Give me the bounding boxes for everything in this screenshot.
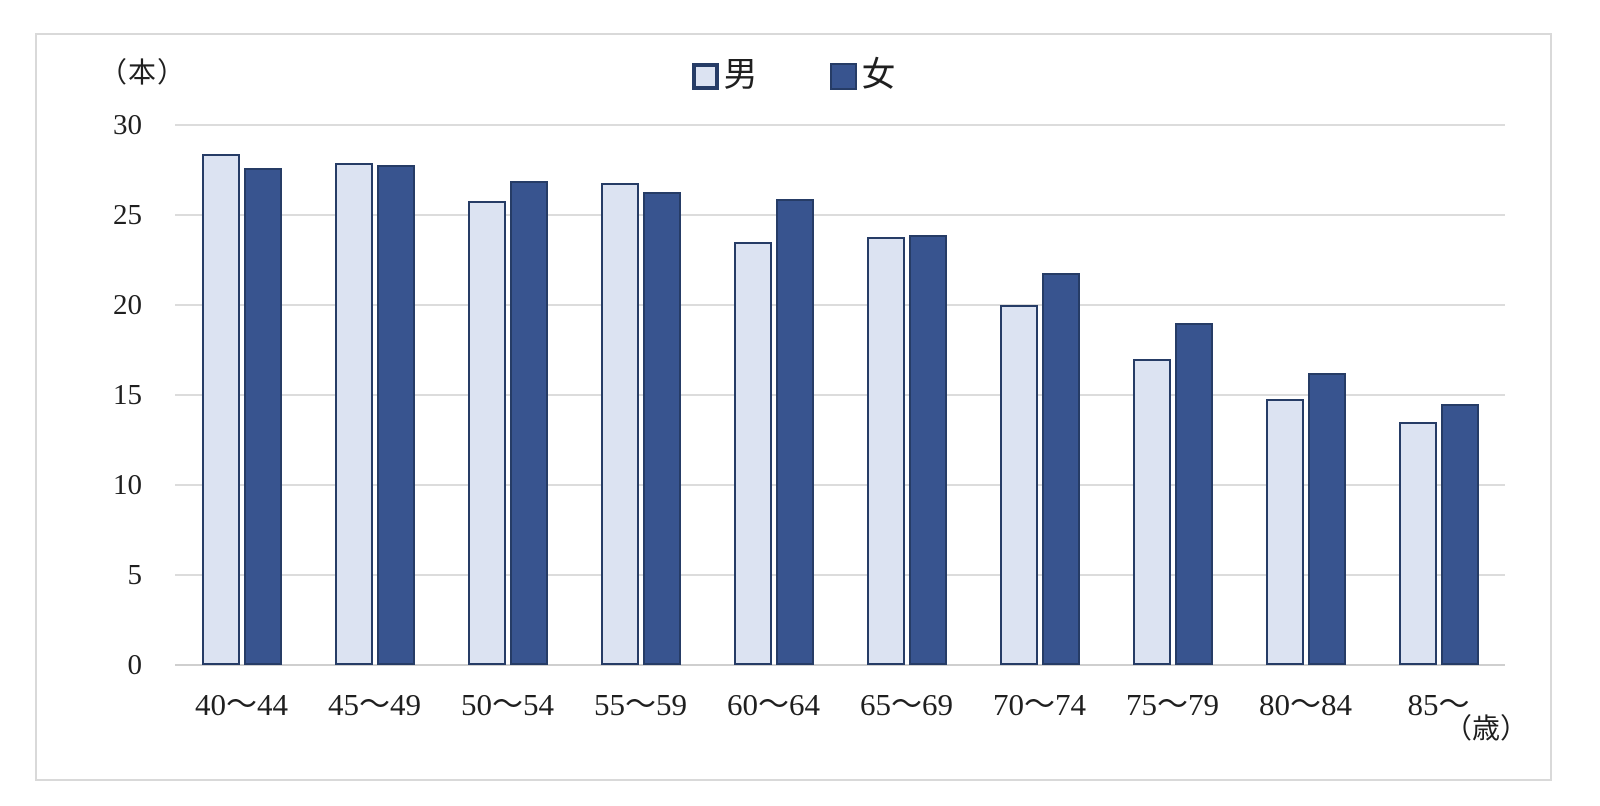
gridline-0 (175, 664, 1505, 666)
bar-male-5 (733, 242, 772, 665)
y-axis-unit-label: （本） (99, 58, 187, 89)
bar-female-10 (1440, 404, 1479, 665)
bar-male-7 (999, 305, 1038, 665)
x-tick-8: 75～79 (1126, 687, 1219, 722)
x-tick-10: 85～ (1407, 687, 1470, 722)
bar-female-4 (642, 191, 681, 665)
legend-swatch-female-icon (829, 62, 857, 90)
bar-female-7 (1041, 272, 1080, 665)
x-tick-3: 50～54 (461, 687, 554, 722)
bar-female-2 (376, 164, 415, 665)
gridline-20 (175, 304, 1505, 306)
gridline-15 (175, 394, 1505, 396)
gridline-5 (175, 574, 1505, 576)
y-tick-30: 30 (113, 109, 142, 141)
x-axis-unit-label: （歳） (1443, 714, 1528, 745)
x-tick-2: 45～49 (328, 687, 421, 722)
bar-male-4 (600, 182, 639, 665)
bar-male-3 (467, 200, 506, 665)
x-tick-9: 80～84 (1259, 687, 1352, 722)
bar-female-6 (908, 234, 947, 665)
plot-area (175, 124, 1505, 666)
bar-male-2 (334, 162, 373, 665)
bar-female-3 (509, 180, 548, 665)
x-tick-7: 70～74 (993, 687, 1086, 722)
y-tick-15: 15 (113, 379, 142, 411)
bar-female-8 (1174, 323, 1213, 665)
x-tick-5: 60～64 (727, 687, 820, 722)
bar-female-5 (775, 198, 814, 665)
legend-item-male: 男 (691, 57, 758, 94)
x-tick-6: 65～69 (860, 687, 953, 722)
gridline-10 (175, 484, 1505, 486)
y-tick-5: 5 (127, 559, 143, 591)
y-tick-10: 10 (113, 469, 142, 501)
x-tick-1: 40～44 (195, 687, 288, 722)
legend-label-male: 男 (723, 57, 758, 94)
bar-female-1 (243, 168, 282, 665)
legend-label-female: 女 (861, 57, 896, 94)
bar-male-8 (1132, 359, 1171, 665)
gridline-25 (175, 214, 1505, 216)
bar-male-1 (201, 153, 240, 665)
chart-frame: （本） 男 女 0 5 10 15 20 25 30 40～44 45～49 50～54 55～5… (35, 33, 1552, 781)
legend-swatch-male-icon (691, 62, 719, 90)
x-tick-4: 55～59 (594, 687, 687, 722)
legend-item-female: 女 (829, 57, 896, 94)
y-tick-25: 25 (113, 199, 142, 231)
bar-female-9 (1307, 373, 1346, 665)
bar-male-10 (1398, 422, 1437, 665)
bar-male-9 (1265, 398, 1304, 665)
y-tick-20: 20 (113, 289, 142, 321)
bar-male-6 (866, 236, 905, 665)
gridline-30 (175, 124, 1505, 126)
y-tick-0: 0 (127, 649, 143, 681)
legend: 男 女 (37, 59, 1550, 93)
